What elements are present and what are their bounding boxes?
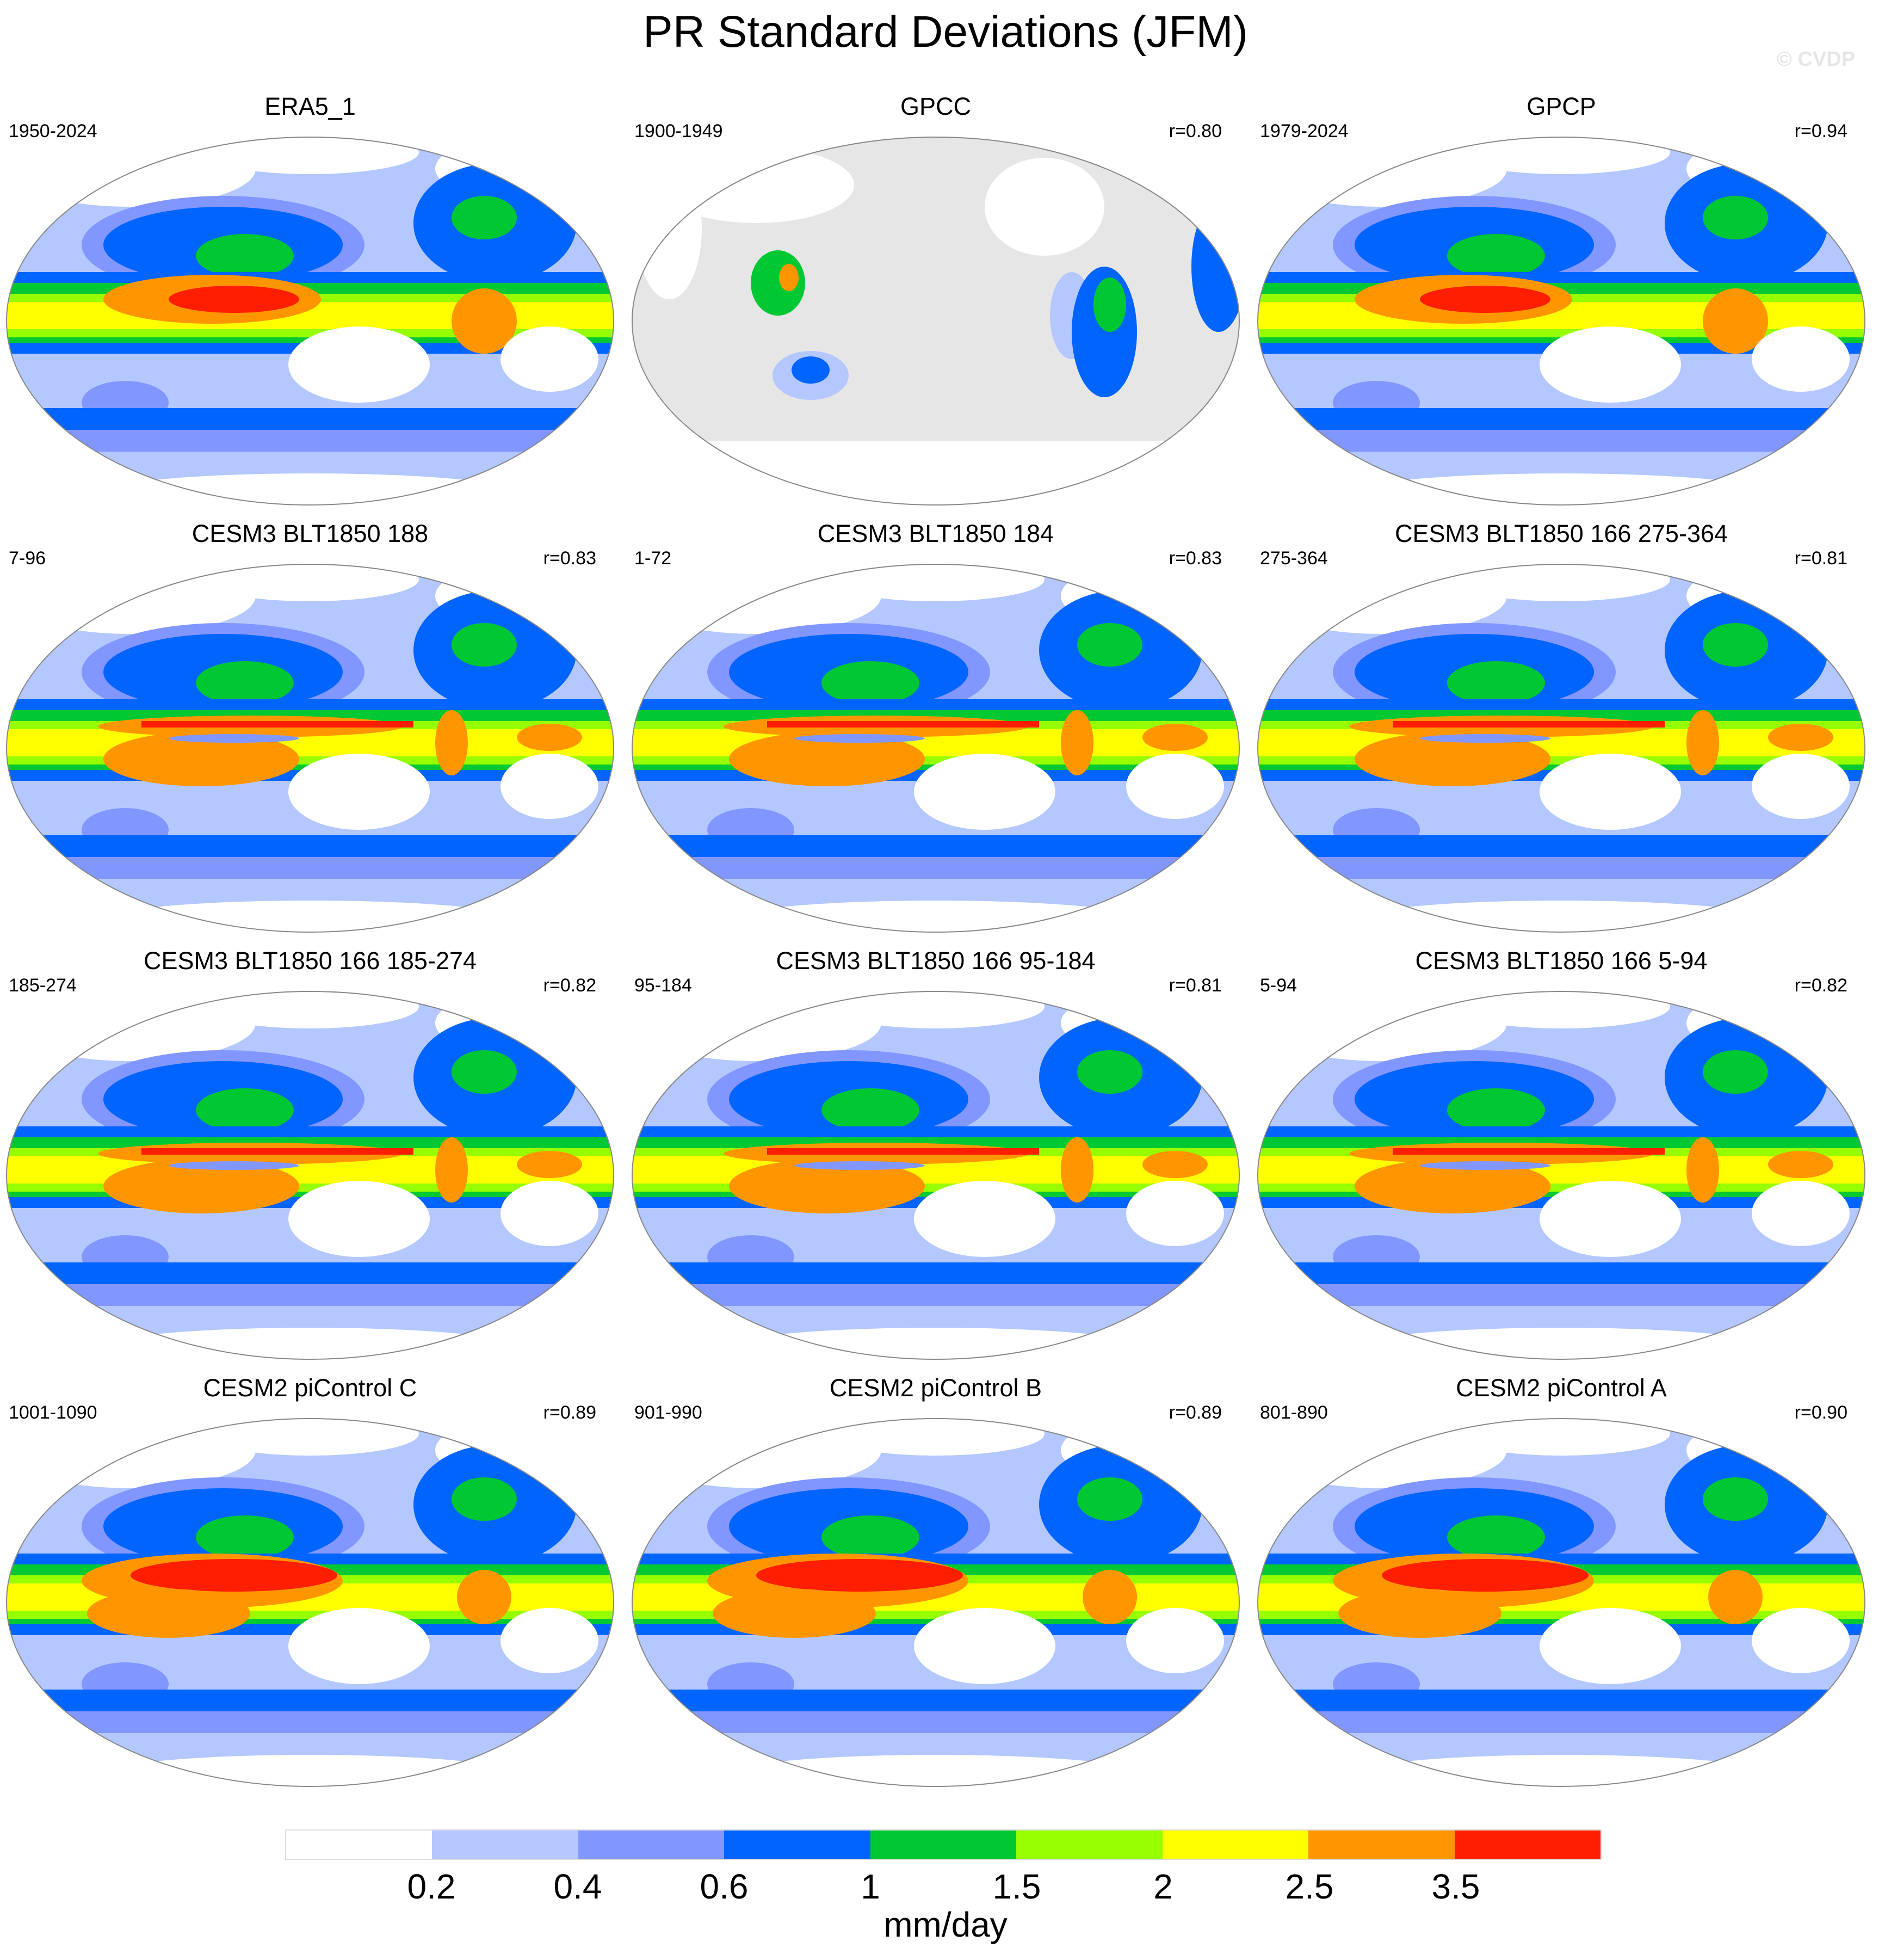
panel-period: 1900-1949 [634,121,723,141]
panel-correlation: r=0.94 [1794,121,1847,141]
map-panel-cesm3-166-275: CESM3 BLT1850 166 275-364 275-364 r=0.81 [1251,520,1871,950]
panel-period: 901-990 [634,1402,702,1423]
precip-std-map [1257,137,1865,506]
map-panel-cesm2-b: CESM2 piControl B 901-990 r=0.89 [626,1374,1246,1804]
panel-correlation: r=0.83 [1169,548,1222,569]
panel-period: 1-72 [634,548,672,569]
colorbar-tick-label: 2 [1153,1867,1173,1906]
panel-title: CESM3 BLT1850 166 5-94 [1415,947,1708,975]
colorbar-tick-label: 0.2 [407,1867,456,1906]
colorbar-swatch [578,1830,725,1859]
colorbar-tick-label: 0.6 [700,1867,749,1906]
colorbar-swatch [286,1830,432,1859]
map-panel-cesm3-188: CESM3 BLT1850 188 7-96 r=0.83 [0,520,620,950]
panel-title: GPCC [900,93,971,120]
colorbar-swatch [870,1830,1017,1859]
panel-title: CESM3 BLT1850 188 [191,520,429,547]
precip-std-map [6,1418,614,1787]
map-panel-gpcp: GPCP 1979-2024 r=0.94 [1251,93,1871,522]
panel-correlation: r=0.82 [1794,975,1847,996]
panel-period: 801-890 [1260,1402,1328,1423]
panel-title: CESM3 BLT1850 166 275-364 [1394,520,1728,547]
precip-std-map [6,137,614,506]
map-panel-era5: ERA5_1 1950-2024 [0,93,620,522]
colorbar [285,1829,1602,1860]
panel-correlation: r=0.80 [1169,121,1222,141]
precip-std-map [1257,1418,1865,1787]
precip-std-map [632,137,1240,506]
colorbar-tick-label: 3.5 [1431,1867,1480,1906]
colorbar-units: mm/day [883,1905,1008,1944]
precip-std-map [6,991,614,1360]
panel-period: 95-184 [634,975,692,996]
colorbar-swatch [1016,1830,1163,1859]
panel-period: 5-94 [1260,975,1297,996]
panel-title: ERA5_1 [264,93,356,120]
colorbar-swatch [432,1830,578,1859]
map-panel-cesm2-c: CESM2 piControl C 1001-1090 r=0.89 [0,1374,620,1804]
panel-title: CESM3 BLT1850 166 95-184 [776,947,1096,975]
map-panel-cesm3-166-5: CESM3 BLT1850 166 5-94 5-94 r=0.82 [1251,947,1871,1377]
colorbar-tick-label: 0.4 [553,1867,602,1906]
map-panel-cesm2-a: CESM2 piControl A 801-890 r=0.90 [1251,1374,1871,1804]
map-panel-cesm3-166-95: CESM3 BLT1850 166 95-184 95-184 r=0.81 [626,947,1246,1377]
precip-std-map [1257,564,1865,933]
panel-title: CESM2 piControl A [1456,1374,1667,1402]
precip-std-map [1257,991,1865,1360]
colorbar-tick-label: 2.5 [1285,1867,1334,1906]
precip-std-map [632,991,1240,1360]
colorbar-tick-label: 1 [861,1867,880,1906]
colorbar-swatch [1162,1830,1309,1859]
precip-std-map [632,1418,1240,1787]
panel-correlation: r=0.83 [543,548,596,569]
panel-period: 1001-1090 [9,1402,97,1423]
panel-period: 1979-2024 [1260,121,1349,141]
map-panel-cesm3-166-185: CESM3 BLT1850 166 185-274 185-274 r=0.82 [0,947,620,1377]
panel-correlation: r=0.81 [1169,975,1222,996]
panel-title: CESM2 piControl C [203,1374,417,1402]
colorbar-tick-label: 1.5 [992,1867,1041,1906]
precip-std-map [632,564,1240,933]
colorbar-swatch [724,1830,870,1859]
map-panel-gpcc: GPCC 1900-1949 r=0.80 [626,93,1246,522]
panel-correlation: r=0.89 [1169,1402,1222,1423]
panel-title: CESM2 piControl B [829,1374,1042,1402]
panel-title: CESM3 BLT1850 166 185-274 [143,947,477,975]
watermark: © CVDP [1776,48,1855,71]
map-panel-cesm3-184: CESM3 BLT1850 184 1-72 r=0.83 [626,520,1246,950]
panel-period: 1950-2024 [9,121,97,141]
panel-title: GPCP [1527,93,1596,120]
panel-correlation: r=0.82 [543,975,596,996]
panel-title: CESM3 BLT1850 184 [817,520,1054,547]
panel-period: 7-96 [9,548,46,569]
precip-std-map [6,564,614,933]
panel-period: 185-274 [9,975,77,996]
panel-period: 275-364 [1260,548,1328,569]
colorbar-swatch [1308,1830,1455,1859]
panel-correlation: r=0.81 [1794,548,1847,569]
page-title: PR Standard Deviations (JFM) [643,7,1248,57]
panel-correlation: r=0.89 [543,1402,596,1423]
panel-correlation: r=0.90 [1794,1402,1847,1423]
colorbar-swatch [1454,1830,1600,1859]
